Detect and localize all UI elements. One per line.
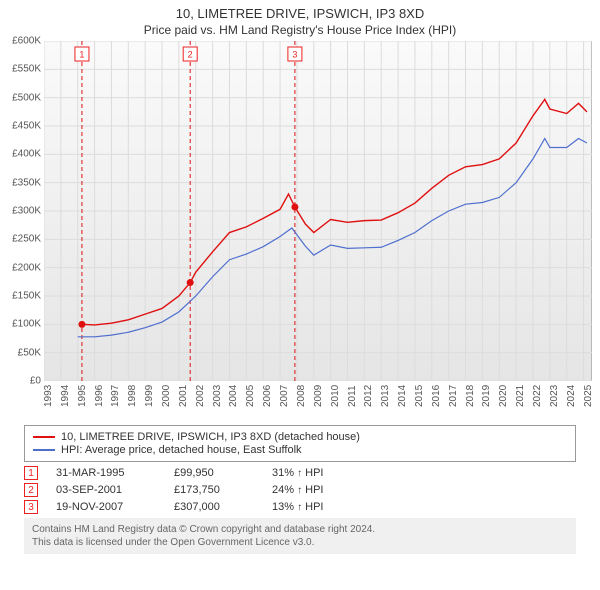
x-tick-label: 2007 [279,385,290,407]
y-tick-label: £50K [18,347,41,358]
x-tick-label: 2021 [515,385,526,407]
x-tick-label: 2019 [481,385,492,407]
x-tick-label: 2010 [330,385,341,407]
x-tick-label: 2017 [448,385,459,407]
x-tick-label: 2018 [465,385,476,407]
chart-area: £0 £50K £100K £150K £200K £250K £300K £350K £400… [0,41,600,421]
x-tick-label: 1994 [60,385,71,407]
x-axis-labels: 1993 1994 1995 1996 1997 1998 1999 2000 2001 2002… [44,383,592,421]
chart-title: 10, LIMETREE DRIVE, IPSWICH, IP3 8XD [0,0,600,21]
x-tick-label: 2002 [195,385,206,407]
y-tick-label: £100K [12,319,41,330]
x-tick-label: 2011 [347,385,358,407]
x-tick-label: 2015 [414,385,425,407]
footer-line-2: This data is licensed under the Open Gov… [32,536,568,549]
x-tick-label: 2014 [397,385,408,407]
event-price: £173,750 [174,484,254,496]
x-tick-label: 1997 [110,385,121,407]
footer-line-1: Contains HM Land Registry data © Crown c… [32,523,568,536]
x-tick-label: 1995 [77,385,88,407]
event-marker-icon: 3 [24,500,38,514]
svg-text:1: 1 [79,49,84,59]
x-tick-label: 2013 [380,385,391,407]
x-tick-label: 2020 [498,385,509,407]
svg-text:2: 2 [188,49,193,59]
x-tick-label: 2023 [549,385,560,407]
y-tick-label: £600K [12,36,41,47]
x-tick-label: 1998 [127,385,138,407]
event-row: 3 19-NOV-2007 £307,000 13% ↑ HPI [24,500,576,514]
event-marker-icon: 1 [24,466,38,480]
event-price: £307,000 [174,501,254,513]
event-marker-icon: 2 [24,483,38,497]
x-tick-label: 1993 [43,385,54,407]
event-date: 19-NOV-2007 [56,501,156,513]
line-chart: 1 2 3 [44,41,592,381]
legend-swatch-property [33,436,55,438]
x-tick-label: 2025 [583,385,594,407]
svg-text:3: 3 [292,49,297,59]
y-tick-label: £250K [12,234,41,245]
x-tick-label: 2012 [363,385,374,407]
footer-attribution: Contains HM Land Registry data © Crown c… [24,518,576,554]
y-tick-label: £400K [12,149,41,160]
x-tick-label: 2009 [313,385,324,407]
event-hpi-delta: 31% ↑ HPI [272,467,323,479]
x-tick-label: 2004 [228,385,239,407]
legend-label-property: 10, LIMETREE DRIVE, IPSWICH, IP3 8XD (de… [61,431,360,443]
y-tick-label: £200K [12,262,41,273]
x-tick-label: 2024 [566,385,577,407]
chart-subtitle: Price paid vs. HM Land Registry's House … [0,21,600,41]
legend-item-property: 10, LIMETREE DRIVE, IPSWICH, IP3 8XD (de… [33,431,567,443]
x-tick-label: 2008 [296,385,307,407]
y-tick-label: £0 [30,376,41,387]
y-axis-labels: £0£50K£100K£150K£200K£250K£300K£350K£400… [0,41,44,381]
legend-swatch-hpi [33,449,55,451]
event-date: 31-MAR-1995 [56,467,156,479]
x-tick-label: 2001 [178,385,189,407]
legend-label-hpi: HPI: Average price, detached house, East… [61,444,302,456]
x-tick-label: 1996 [94,385,105,407]
x-tick-label: 2000 [161,385,172,407]
event-date: 03-SEP-2001 [56,484,156,496]
event-row: 1 31-MAR-1995 £99,950 31% ↑ HPI [24,466,576,480]
event-price: £99,950 [174,467,254,479]
y-tick-label: £150K [12,291,41,302]
x-tick-label: 2003 [212,385,223,407]
x-tick-label: 2016 [431,385,442,407]
x-tick-label: 2022 [532,385,543,407]
y-tick-label: £300K [12,206,41,217]
x-tick-label: 1999 [144,385,155,407]
event-hpi-delta: 24% ↑ HPI [272,484,323,496]
x-tick-label: 2006 [262,385,273,407]
x-tick-label: 2005 [245,385,256,407]
y-tick-label: £550K [12,64,41,75]
event-row: 2 03-SEP-2001 £173,750 24% ↑ HPI [24,483,576,497]
y-tick-label: £350K [12,177,41,188]
legend-item-hpi: HPI: Average price, detached house, East… [33,444,567,456]
event-hpi-delta: 13% ↑ HPI [272,501,323,513]
legend: 10, LIMETREE DRIVE, IPSWICH, IP3 8XD (de… [24,425,576,462]
y-tick-label: £450K [12,121,41,132]
event-list: 1 31-MAR-1995 £99,950 31% ↑ HPI 2 03-SEP-2001… [24,466,576,514]
y-tick-label: £500K [12,92,41,103]
